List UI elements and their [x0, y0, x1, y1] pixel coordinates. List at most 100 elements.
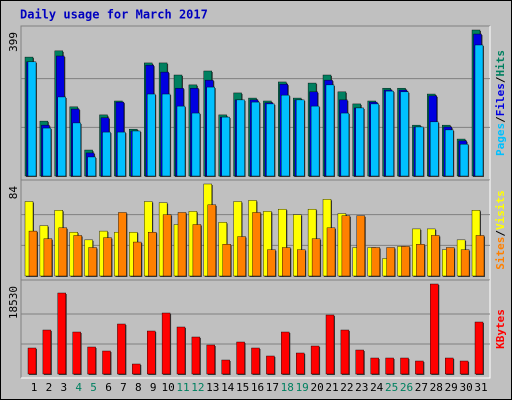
- bar: [102, 350, 111, 375]
- bar: [57, 292, 66, 375]
- x-tick-label: 5: [90, 381, 97, 394]
- bar: [340, 329, 350, 375]
- legend-separator: /: [494, 116, 507, 123]
- bar: [58, 227, 67, 277]
- bar: [147, 231, 157, 277]
- bar: [72, 331, 81, 375]
- bar: [296, 352, 305, 375]
- bar: [43, 238, 53, 277]
- bar: [446, 247, 455, 277]
- chart-title: Daily usage for March 2017: [20, 8, 208, 22]
- bar: [311, 238, 321, 277]
- legend-separator: /: [494, 230, 507, 237]
- bar: [72, 122, 81, 177]
- bar: [162, 214, 172, 277]
- bar: [132, 130, 141, 177]
- bar: [87, 156, 96, 177]
- bar: [401, 246, 410, 277]
- bar: [325, 314, 335, 375]
- x-tick-label: 28: [430, 381, 443, 394]
- bar: [237, 236, 246, 277]
- bar: [103, 237, 112, 277]
- bar: [475, 235, 485, 277]
- bar: [176, 105, 186, 177]
- y-tick-label: 84: [7, 186, 20, 200]
- x-tick-label: 7: [120, 381, 127, 394]
- bar: [251, 101, 260, 177]
- x-tick-label: 14: [221, 381, 235, 394]
- bar: [326, 227, 336, 277]
- bar: [282, 247, 291, 277]
- bar: [281, 94, 290, 177]
- legend-entry: Pages: [494, 123, 507, 156]
- bar: [431, 235, 440, 277]
- bar: [400, 357, 409, 375]
- bar: [117, 131, 126, 177]
- x-tick-label: 23: [355, 381, 368, 394]
- y-tick-label: 399: [7, 32, 20, 52]
- x-tick-label: 22: [340, 381, 353, 394]
- bar: [430, 121, 439, 177]
- bar: [221, 359, 230, 375]
- x-tick-label: 1: [31, 381, 38, 394]
- panel-edge: [20, 179, 490, 280]
- x-tick-label: 8: [135, 381, 142, 394]
- x-tick-label: 25: [385, 381, 398, 394]
- bar: [177, 212, 187, 277]
- bar: [42, 127, 52, 177]
- x-tick-label: 11: [176, 381, 189, 394]
- x-tick-label: 6: [105, 381, 112, 394]
- panel-edge: [20, 25, 490, 180]
- bar: [28, 230, 38, 277]
- x-tick-label: 9: [150, 381, 157, 394]
- bar: [415, 126, 424, 177]
- bar: [206, 344, 216, 375]
- bar: [161, 93, 171, 177]
- bar: [460, 249, 470, 277]
- bar: [206, 86, 216, 177]
- bar: [296, 99, 305, 177]
- legend-entry: Visits: [494, 190, 507, 230]
- bar: [371, 247, 380, 277]
- bar: [192, 224, 202, 277]
- legend: Pages/Files/Hits: [494, 50, 507, 156]
- bar: [385, 357, 394, 375]
- x-tick-label: 31: [474, 381, 487, 394]
- x-tick-label: 17: [266, 381, 279, 394]
- legend: Sites/Visits: [494, 190, 507, 270]
- legend-separator: /: [494, 76, 507, 83]
- bar: [385, 90, 394, 177]
- legend-entry: Files: [494, 83, 507, 116]
- bar: [310, 345, 320, 375]
- bar: [474, 44, 484, 177]
- x-tick-label: 15: [236, 381, 249, 394]
- x-tick-label: 16: [251, 381, 264, 394]
- y-tick-label: 18530: [7, 286, 20, 319]
- legend-entry: Hits: [494, 50, 507, 77]
- bar: [430, 283, 439, 375]
- bar: [252, 212, 261, 277]
- bar: [133, 241, 142, 277]
- bar: [400, 91, 409, 177]
- bar: [73, 235, 82, 277]
- bar: [325, 84, 335, 177]
- bar: [355, 107, 364, 177]
- x-tick-label: 2: [46, 381, 53, 394]
- bar: [416, 244, 425, 277]
- bar: [297, 249, 306, 277]
- bar: [370, 103, 379, 177]
- bar: [191, 336, 201, 375]
- bar: [445, 129, 454, 177]
- bar: [27, 347, 37, 375]
- x-tick-label: 30: [459, 381, 472, 394]
- x-tick-label: 13: [206, 381, 219, 394]
- bar: [102, 131, 111, 177]
- bar: [236, 341, 245, 375]
- bar: [161, 312, 171, 375]
- bar: [459, 143, 469, 177]
- x-tick-label: 26: [400, 381, 413, 394]
- x-tick-label: 27: [415, 381, 428, 394]
- bar: [267, 249, 276, 277]
